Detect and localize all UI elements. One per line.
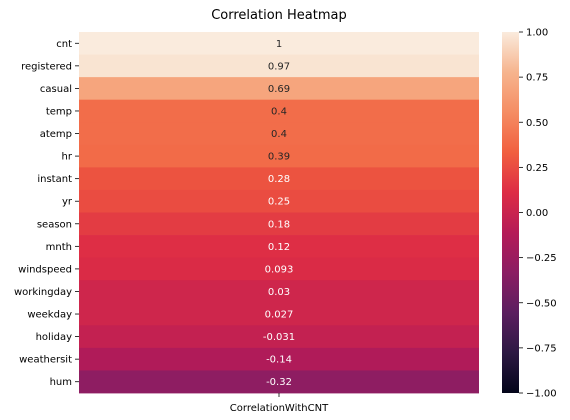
cell-value-label: 0.39 xyxy=(268,152,290,163)
row-label-casual: casual xyxy=(40,84,72,95)
cell-value-label: 0.28 xyxy=(268,174,290,185)
row-label-atemp: atemp xyxy=(40,129,72,140)
row-label-workingday: workingday xyxy=(14,287,72,298)
colorbar-tick-label: 0.00 xyxy=(526,208,548,219)
cell-value-label: 0.4 xyxy=(271,129,287,140)
heatmap-cell-temp xyxy=(79,99,479,123)
colorbar-tick-label: 1.00 xyxy=(526,28,548,39)
column-label: CorrelationWithCNT xyxy=(230,403,329,414)
cell-value-label: 0.4 xyxy=(271,106,287,117)
cell-value-label: 1 xyxy=(276,39,282,50)
heatmap-cell-registered xyxy=(79,54,479,78)
cell-value-label: -0.031 xyxy=(263,332,295,343)
row-label-instant: instant xyxy=(37,174,72,185)
cell-value-label: 0.18 xyxy=(268,219,290,230)
row-label-season: season xyxy=(37,219,72,230)
heatmap-cell-atemp xyxy=(79,122,479,146)
row-labels: cnt registered casual temp atemp hr instant yr s… xyxy=(14,39,79,388)
row-label-cnt: cnt xyxy=(56,39,72,50)
heatmap-cell-mnth xyxy=(79,235,479,259)
cell-value-label: -0.32 xyxy=(266,377,292,388)
row-label-hr: hr xyxy=(62,152,73,163)
colorbar-tick-label: 0.50 xyxy=(526,118,548,129)
row-label-weathersit: weathersit xyxy=(19,355,72,366)
heatmap-cells: 1 0.97 0.69 0.4 0.4 0.39 0.28 0.25 0.18 0.12 0.093… xyxy=(79,32,479,394)
colorbar-tick-label: −0.50 xyxy=(526,298,557,309)
row-label-registered: registered xyxy=(21,61,72,72)
colorbar-tick-label: −1.00 xyxy=(526,389,557,400)
heatmap-cell-holiday xyxy=(79,325,479,349)
heatmap-cell-season xyxy=(79,212,479,236)
heatmap-cell-instant xyxy=(79,167,479,191)
cell-value-label: 0.027 xyxy=(265,310,294,321)
heatmap-cell-hr xyxy=(79,144,479,168)
heatmap-cell-casual xyxy=(79,77,479,101)
heatmap-cell-weathersit xyxy=(79,347,479,371)
cell-value-label: 0.093 xyxy=(265,264,294,275)
colorbar-tick-label: 0.75 xyxy=(526,73,548,84)
colorbar-tick-label: −0.75 xyxy=(526,343,557,354)
cell-value-label: 0.12 xyxy=(268,242,290,253)
row-label-weekday: weekday xyxy=(27,310,72,321)
colorbar-ticks: 1.00 0.75 0.50 0.25 0.00 −0.25 −0.50 −0.75 −1.00 xyxy=(519,28,557,400)
row-label-yr: yr xyxy=(62,197,73,208)
cell-value-label: 0.25 xyxy=(268,197,290,208)
cell-value-label: 0.03 xyxy=(268,287,290,298)
row-label-temp: temp xyxy=(46,106,72,117)
row-label-mnth: mnth xyxy=(46,242,72,253)
cell-value-label: -0.14 xyxy=(266,355,292,366)
row-label-holiday: holiday xyxy=(36,332,72,343)
cell-value-label: 0.69 xyxy=(268,84,290,95)
heatmap-cell-workingday xyxy=(79,280,479,304)
row-label-hum: hum xyxy=(50,377,72,388)
colorbar xyxy=(502,32,519,393)
colorbar-tick-label: 0.25 xyxy=(526,163,548,174)
chart-title: Correlation Heatmap xyxy=(211,8,347,23)
heatmap-cell-hum xyxy=(79,370,479,394)
heatmap-cell-windspeed xyxy=(79,257,479,281)
colorbar-tick-label: −0.25 xyxy=(526,253,557,264)
heatmap-cell-yr xyxy=(79,189,479,213)
row-label-windspeed: windspeed xyxy=(18,264,72,275)
heatmap-cell-weekday xyxy=(79,302,479,326)
heatmap-cell-cnt xyxy=(79,32,479,55)
cell-value-label: 0.97 xyxy=(268,61,290,72)
